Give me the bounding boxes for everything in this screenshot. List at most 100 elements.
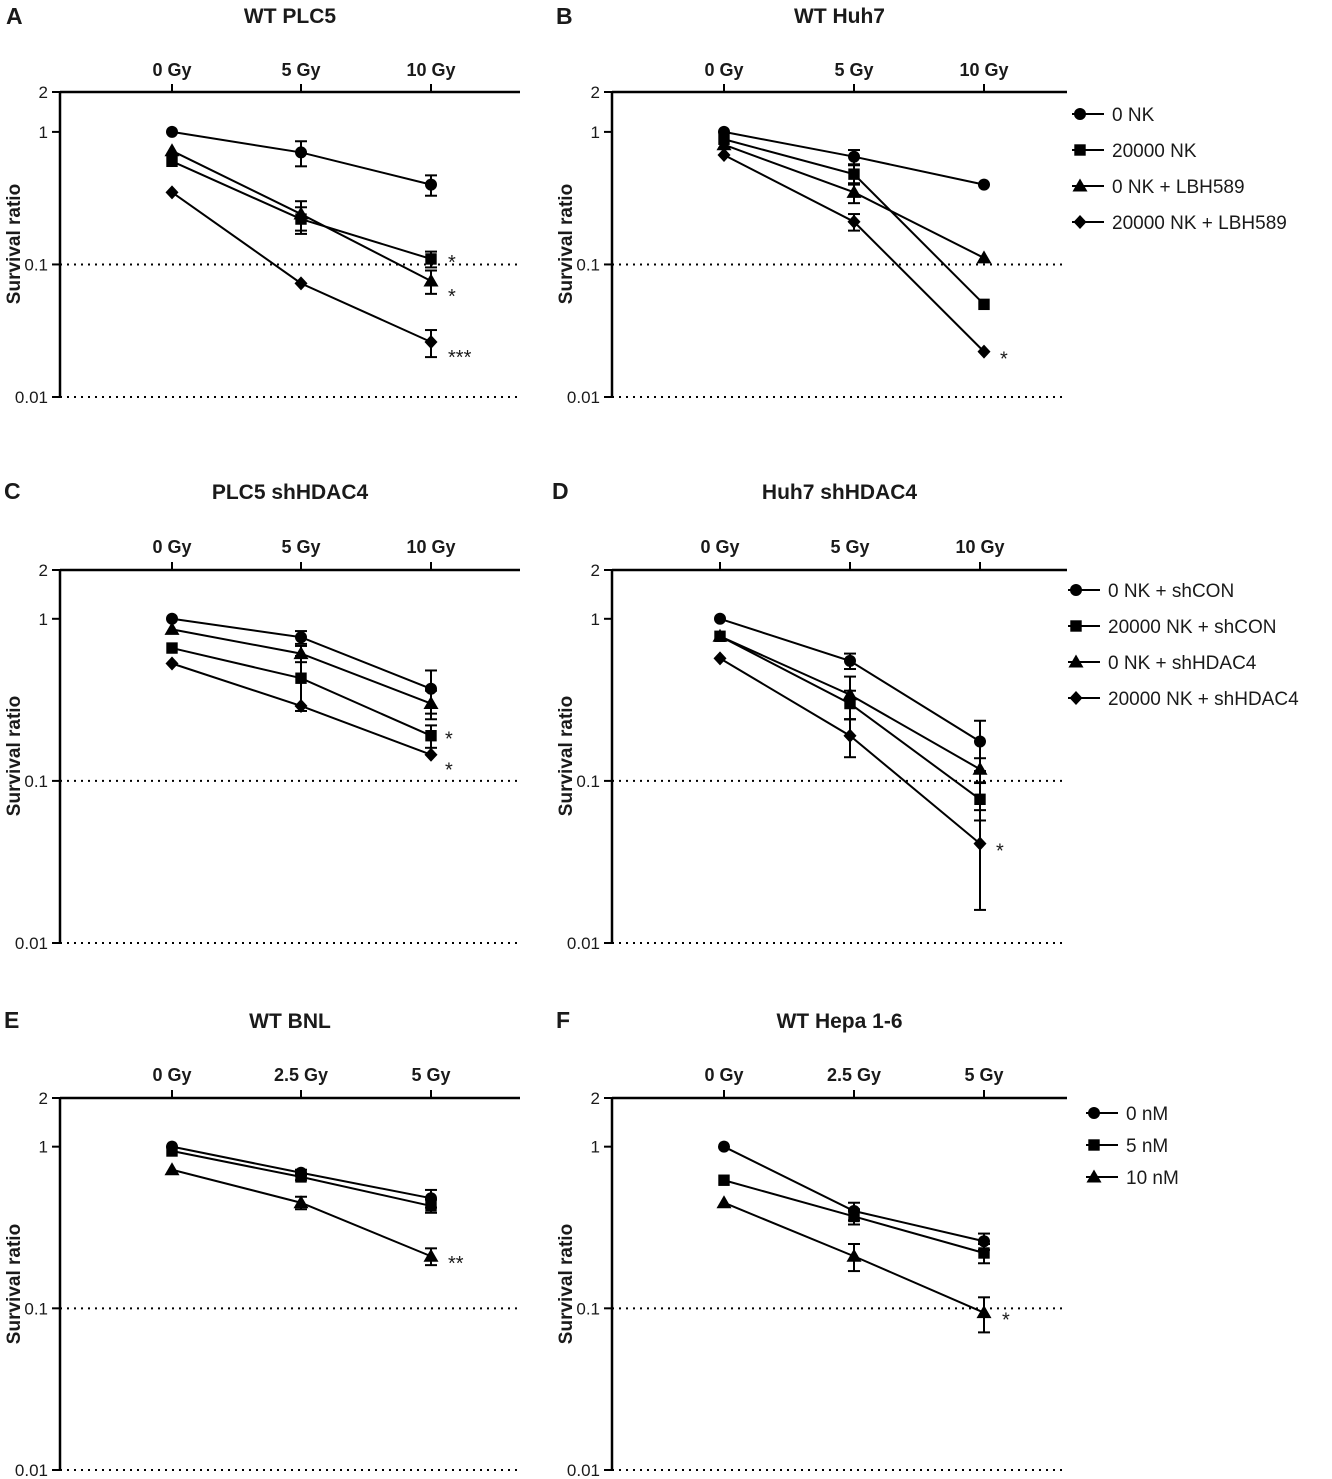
panel-e: E WT BNL 2 1 0.1 0.01 Survival ratio 0 Gy 2.5 Gy… (4, 1007, 520, 1479)
series-line (723, 1145, 985, 1243)
x-tick-label: 5 Gy (834, 60, 873, 80)
legend-marker-diamond (1069, 691, 1083, 705)
legend-label: 20000 NK + LBH589 (1112, 213, 1287, 234)
data-point-triangle (842, 687, 858, 701)
data-point-triangle (164, 143, 180, 157)
series-0-nm (718, 1140, 990, 1251)
y-tick-label: 0.01 (15, 388, 48, 407)
y-tick-label: 0.01 (567, 934, 600, 953)
data-point-diamond (973, 836, 987, 851)
data-point-diamond (977, 344, 991, 359)
data-point-circle (714, 612, 726, 625)
y-tick-label: 2 (591, 1089, 600, 1108)
x-tick-label: 5 Gy (411, 1065, 450, 1085)
data-point-diamond (294, 276, 308, 291)
series-0-nk (166, 125, 437, 197)
data-point-diamond (713, 651, 727, 666)
x-tick-label: 5 Gy (281, 537, 320, 557)
x-tick-label: 10 Gy (959, 60, 1008, 80)
data-point-square (848, 1210, 860, 1223)
significance-mark: * (1000, 349, 1008, 371)
series-20000-nk-shhdac4 (165, 656, 438, 762)
y-tick-label: 0.01 (567, 1461, 600, 1479)
y-tick-label: 1 (591, 1138, 600, 1157)
y-tick-label: 0.01 (567, 388, 600, 407)
data-point-square (295, 672, 307, 684)
y-tick-label: 0.1 (24, 772, 48, 791)
panel-title: Huh7 shHDAC4 (762, 481, 918, 504)
data-point-circle (978, 178, 990, 191)
panel-f: F WT Hepa 1-6 2 1 0.1 0.01 Survival ratio 0 Gy 2… (556, 1007, 1179, 1479)
y-tick-label: 0.1 (24, 255, 48, 274)
x-tick-label: 0 Gy (152, 60, 191, 80)
y-axis-label: Survival ratio (4, 1224, 25, 1344)
data-point-triangle (846, 184, 862, 198)
x-tick-label: 2.5 Gy (274, 1065, 328, 1085)
panel-a: A WT PLC5 2 1 0.1 0.01 Survival ratio 0 Gy 5 Gy 1… (4, 3, 520, 407)
legend-marker-circle (1070, 584, 1082, 596)
y-tick-label: 0.1 (576, 772, 600, 791)
x-tick-label: 2.5 Gy (827, 1065, 881, 1085)
series-5-nm (166, 1145, 437, 1214)
data-point-diamond (165, 656, 179, 671)
x-tick-label: 0 Gy (704, 60, 743, 80)
legend-marker-square (1070, 620, 1082, 632)
data-point-square (425, 253, 437, 265)
series-0-nk-lbh589 (164, 143, 439, 295)
data-point-triangle (423, 696, 439, 710)
data-point-triangle (972, 761, 988, 775)
significance-mark: * (448, 286, 456, 308)
data-point-square (166, 642, 178, 654)
y-tick-label: 2 (591, 83, 600, 102)
data-point-triangle (164, 621, 180, 635)
series-0-nk-lbh589 (716, 137, 992, 264)
y-tick-label: 2 (39, 561, 48, 580)
data-point-triangle (846, 1248, 862, 1262)
y-tick-label: 1 (591, 123, 600, 142)
y-tick-label: 1 (39, 610, 48, 629)
data-point-triangle (976, 250, 992, 264)
legend-label: 0 NK + shCON (1108, 581, 1234, 602)
panel-title: WT Huh7 (794, 5, 885, 28)
data-point-square (425, 730, 437, 742)
y-axis-label: Survival ratio (556, 1224, 577, 1344)
panel-d: D Huh7 shHDAC4 2 1 0.1 0.01 Survival ratio 0 Gy… (552, 478, 1299, 953)
legend-label: 20000 NK + shCON (1108, 617, 1276, 638)
data-point-triangle (423, 273, 439, 287)
y-tick-label: 1 (39, 123, 48, 142)
data-point-triangle (976, 1305, 992, 1319)
legend-marker-circle (1088, 1107, 1100, 1119)
panel-letter: A (6, 3, 23, 29)
panel-title: WT Hepa 1-6 (776, 1010, 902, 1033)
data-point-square (295, 1171, 307, 1183)
data-point-triangle (423, 1248, 439, 1262)
x-tick-label: 10 Gy (406, 60, 455, 80)
data-point-square (166, 155, 178, 168)
data-point-square (718, 1174, 730, 1186)
x-tick-label: 5 Gy (964, 1065, 1003, 1085)
panel-letter: D (552, 478, 569, 504)
x-tick-label: 5 Gy (830, 537, 869, 557)
y-tick-label: 1 (591, 610, 600, 629)
y-tick-label: 0.1 (24, 1299, 48, 1318)
significance-mark: * (996, 841, 1004, 863)
data-point-square (848, 168, 860, 180)
legend-label: 5 nM (1126, 1136, 1168, 1157)
significance-mark: ** (448, 1253, 464, 1275)
data-point-circle (974, 735, 986, 748)
legend-marker-triangle (1068, 654, 1084, 668)
data-point-circle (295, 631, 307, 644)
data-point-circle (425, 682, 437, 695)
data-point-diamond (847, 214, 861, 229)
series-0-nk-shhdac4 (164, 621, 439, 721)
x-tick-label: 0 Gy (152, 1065, 191, 1085)
data-point-diamond (717, 147, 731, 162)
data-point-circle (166, 125, 178, 138)
y-tick-label: 0.01 (15, 1461, 48, 1479)
legend-label: 0 NK (1112, 105, 1155, 126)
series-20000-nk-shhdac4 (713, 651, 987, 911)
legend-label: 0 NK + shHDAC4 (1108, 653, 1257, 674)
series-10-nm (716, 1195, 992, 1334)
data-point-square (978, 1247, 990, 1259)
